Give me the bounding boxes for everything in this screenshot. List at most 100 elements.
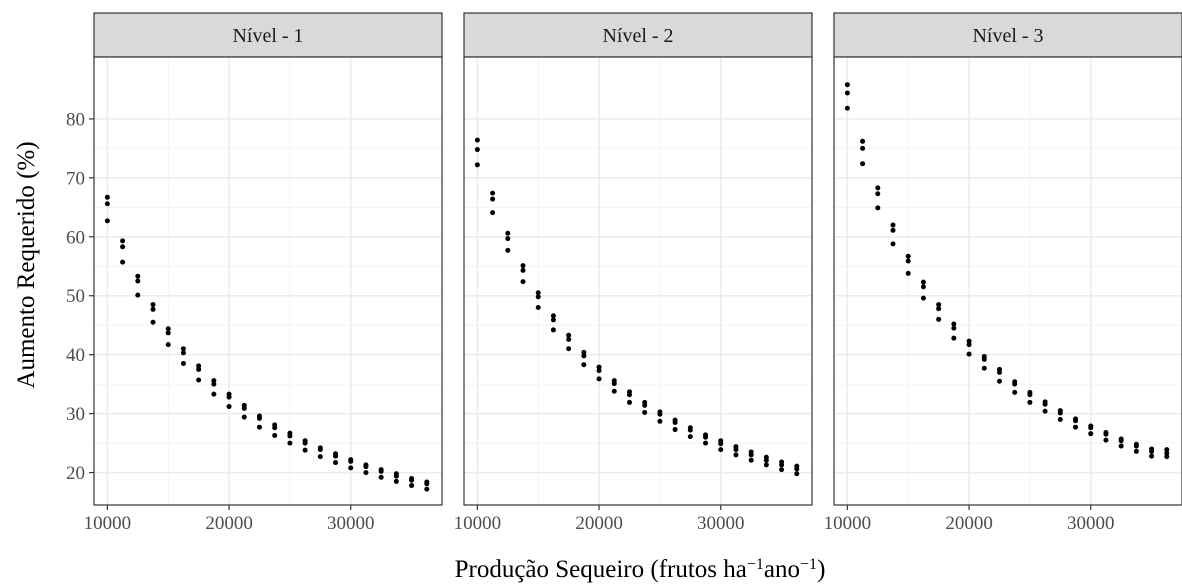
data-point [1027, 392, 1033, 398]
data-point [535, 305, 541, 311]
data-point [135, 278, 141, 284]
facet-panel-2: Nível - 2 10000 20000 30000 [454, 12, 813, 534]
data-point [535, 290, 541, 296]
data-point [505, 230, 511, 236]
data-point [581, 362, 587, 368]
data-point [566, 336, 572, 342]
data-point [703, 434, 709, 440]
data-point [596, 368, 602, 374]
data-point [844, 90, 850, 96]
data-point [272, 425, 278, 431]
data-point [966, 351, 972, 357]
data-point [409, 477, 415, 483]
facet-strip-label: Nível - 2 [602, 25, 673, 47]
data-point [241, 405, 247, 411]
data-point [596, 376, 602, 382]
y-tick-label: 30 [66, 404, 85, 425]
data-point [424, 481, 430, 487]
data-point [393, 478, 399, 484]
data-point [1164, 454, 1170, 460]
data-point [272, 432, 278, 438]
x-tick-label: 10000 [84, 513, 132, 534]
data-point [505, 247, 511, 253]
data-point [378, 474, 384, 480]
data-point [165, 342, 171, 348]
data-point [378, 468, 384, 474]
data-point [302, 440, 308, 446]
data-point [226, 404, 232, 410]
data-point [687, 427, 693, 433]
data-point [1133, 448, 1139, 454]
data-point [1118, 443, 1124, 449]
data-point [981, 365, 987, 371]
data-point [1088, 431, 1094, 437]
data-point [920, 279, 926, 285]
data-point [920, 284, 926, 290]
x-tick-label: 10000 [824, 513, 872, 534]
data-point [196, 377, 202, 383]
data-point [611, 388, 617, 394]
x-tick-label: 20000 [575, 513, 623, 534]
data-point [1012, 389, 1018, 395]
data-point [409, 483, 415, 489]
data-point [135, 292, 141, 298]
data-point [550, 317, 556, 323]
data-point [733, 452, 739, 458]
data-point [520, 267, 526, 273]
data-point [581, 353, 587, 359]
data-point [287, 433, 293, 439]
data-point [348, 465, 354, 471]
data-point [211, 378, 217, 384]
panel-background [94, 57, 442, 505]
data-point [1133, 443, 1139, 449]
data-point [718, 441, 724, 447]
data-point [348, 458, 354, 464]
data-point [703, 440, 709, 446]
data-point [150, 319, 156, 325]
data-point [763, 462, 769, 468]
data-point [104, 201, 110, 207]
data-point [1088, 425, 1094, 431]
x-axis-title: Produção Sequeiro (frutos ha−1ano−1) [455, 556, 826, 584]
data-point [165, 330, 171, 336]
data-point [1012, 381, 1018, 387]
y-axis-title: Aumento Requerido (%) [13, 141, 40, 388]
data-point [1103, 437, 1109, 443]
facet-strip [463, 12, 813, 58]
data-point [920, 295, 926, 301]
data-point [966, 338, 972, 344]
data-point [936, 316, 942, 322]
data-point [363, 470, 369, 476]
data-point [794, 466, 800, 472]
data-point [875, 205, 881, 211]
data-point [474, 162, 480, 168]
data-point [1149, 448, 1155, 454]
data-point [596, 364, 602, 370]
data-point [626, 392, 632, 398]
x-tick-label: 20000 [945, 513, 993, 534]
data-point [860, 161, 866, 167]
facet-strip-label: Nível - 3 [972, 25, 1043, 47]
panel-background [834, 57, 1182, 505]
data-point [905, 270, 911, 276]
data-point [363, 464, 369, 470]
data-point [333, 460, 339, 466]
data-point [1057, 410, 1063, 416]
data-point [733, 447, 739, 453]
data-point [180, 346, 186, 352]
data-point [393, 473, 399, 479]
data-point [951, 335, 957, 341]
data-point [779, 462, 785, 468]
data-point [860, 145, 866, 151]
y-axis: 20 30 40 50 60 70 80 [66, 109, 94, 484]
data-point [424, 486, 430, 492]
panel-border [833, 56, 1182, 506]
data-point [860, 138, 866, 144]
data-point [1164, 447, 1170, 453]
y-tick-label: 40 [66, 345, 85, 366]
data-point [875, 191, 881, 197]
facet-panels: Nível - 1 10000 20000 30000 Nível - 2 10000 20… [84, 12, 1182, 534]
panel-border [93, 56, 443, 506]
data-point [1042, 401, 1048, 407]
data-point [890, 227, 896, 233]
